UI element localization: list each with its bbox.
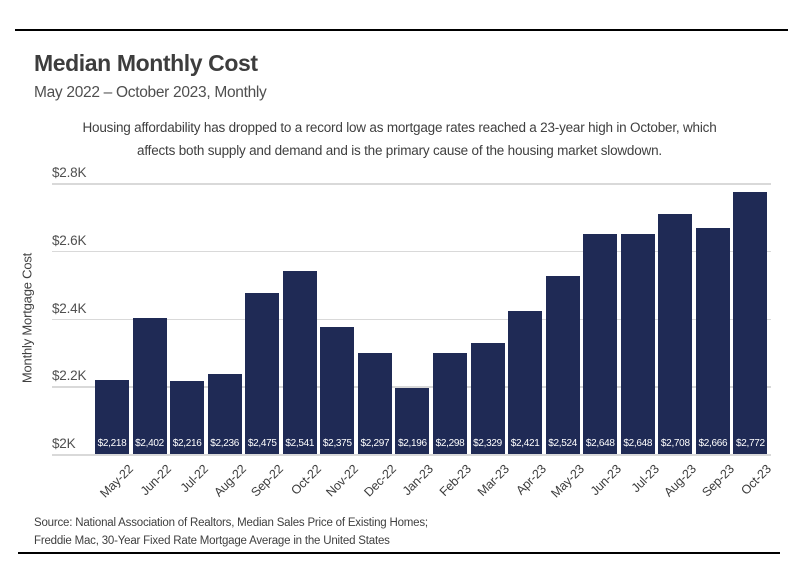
bar-value-label: $2,541 bbox=[285, 437, 315, 449]
page-title: Median Monthly Cost bbox=[34, 50, 258, 76]
y-tick-label: $2.4K bbox=[52, 300, 87, 316]
bar-value-label: $2,772 bbox=[736, 437, 765, 449]
source-line: Freddie Mac, 30-Year Fixed Rate Mortgage… bbox=[34, 535, 390, 547]
annotation-line: affects both supply and demand and is th… bbox=[137, 143, 662, 158]
gridline bbox=[52, 183, 771, 185]
y-tick-label: $2K bbox=[52, 436, 76, 451]
bar: $2,708 bbox=[658, 214, 693, 454]
bar-value-label: $2,708 bbox=[660, 437, 690, 449]
source-line: Source: National Association of Realtors… bbox=[34, 517, 428, 529]
bar: $2,648 bbox=[620, 234, 655, 454]
bar-value-label: $2,648 bbox=[585, 437, 615, 449]
chart-annotation: Housing affordability has dropped to a r… bbox=[0, 116, 799, 162]
bar: $2,236 bbox=[207, 374, 242, 454]
bar-value-label: $2,196 bbox=[398, 437, 427, 449]
annotation-line: Housing affordability has dropped to a r… bbox=[82, 120, 717, 135]
bar-value-label: $2,524 bbox=[548, 437, 578, 449]
y-tick-label: $2.6K bbox=[52, 232, 87, 248]
source-note: Source: National Association of Realtors… bbox=[34, 514, 428, 550]
bar: $2,648 bbox=[583, 234, 618, 454]
bar: $2,375 bbox=[320, 326, 355, 454]
bar: $2,298 bbox=[433, 353, 467, 454]
bar-value-label: $2,329 bbox=[473, 437, 502, 449]
bar: $2,216 bbox=[170, 380, 205, 454]
gridline bbox=[52, 250, 771, 253]
bar: $2,402 bbox=[132, 317, 167, 454]
bar: $2,297 bbox=[357, 353, 392, 454]
y-tick-label: $2.8K bbox=[52, 165, 87, 180]
bar: $2,329 bbox=[470, 342, 505, 454]
bar-value-label: $2,297 bbox=[360, 437, 390, 449]
bar-value-label: $2,218 bbox=[97, 437, 127, 449]
gridline bbox=[52, 318, 771, 320]
bar-value-label: $2,236 bbox=[210, 437, 240, 449]
bar: $2,475 bbox=[245, 293, 280, 454]
bar: $2,524 bbox=[545, 276, 580, 454]
bottom-divider bbox=[18, 552, 780, 554]
y-tick-label: $2.2K bbox=[52, 368, 87, 384]
bar-value-label: $2,298 bbox=[435, 437, 465, 449]
page-subtitle: May 2022 – October 2023, Monthly bbox=[34, 84, 267, 101]
gridline bbox=[52, 454, 771, 456]
bar-value-label: $2,375 bbox=[322, 438, 352, 449]
bar-value-label: $2,421 bbox=[510, 437, 540, 449]
bar-value-label: $2,216 bbox=[172, 437, 202, 449]
top-divider bbox=[15, 29, 788, 31]
gridline bbox=[52, 386, 771, 388]
bar-value-label: $2,475 bbox=[247, 438, 277, 449]
bar: $2,218 bbox=[95, 380, 129, 454]
bar: $2,421 bbox=[508, 311, 543, 454]
bar: $2,772 bbox=[733, 192, 768, 454]
y-axis-title: Monthly Mortgage Cost bbox=[19, 252, 35, 384]
bar: $2,196 bbox=[395, 387, 430, 454]
bar: $2,541 bbox=[282, 270, 317, 454]
bar-value-label: $2,666 bbox=[698, 437, 728, 449]
bar: $2,666 bbox=[695, 228, 730, 454]
bar-value-label: $2,648 bbox=[623, 437, 653, 449]
bar-value-label: $2,402 bbox=[135, 437, 164, 449]
